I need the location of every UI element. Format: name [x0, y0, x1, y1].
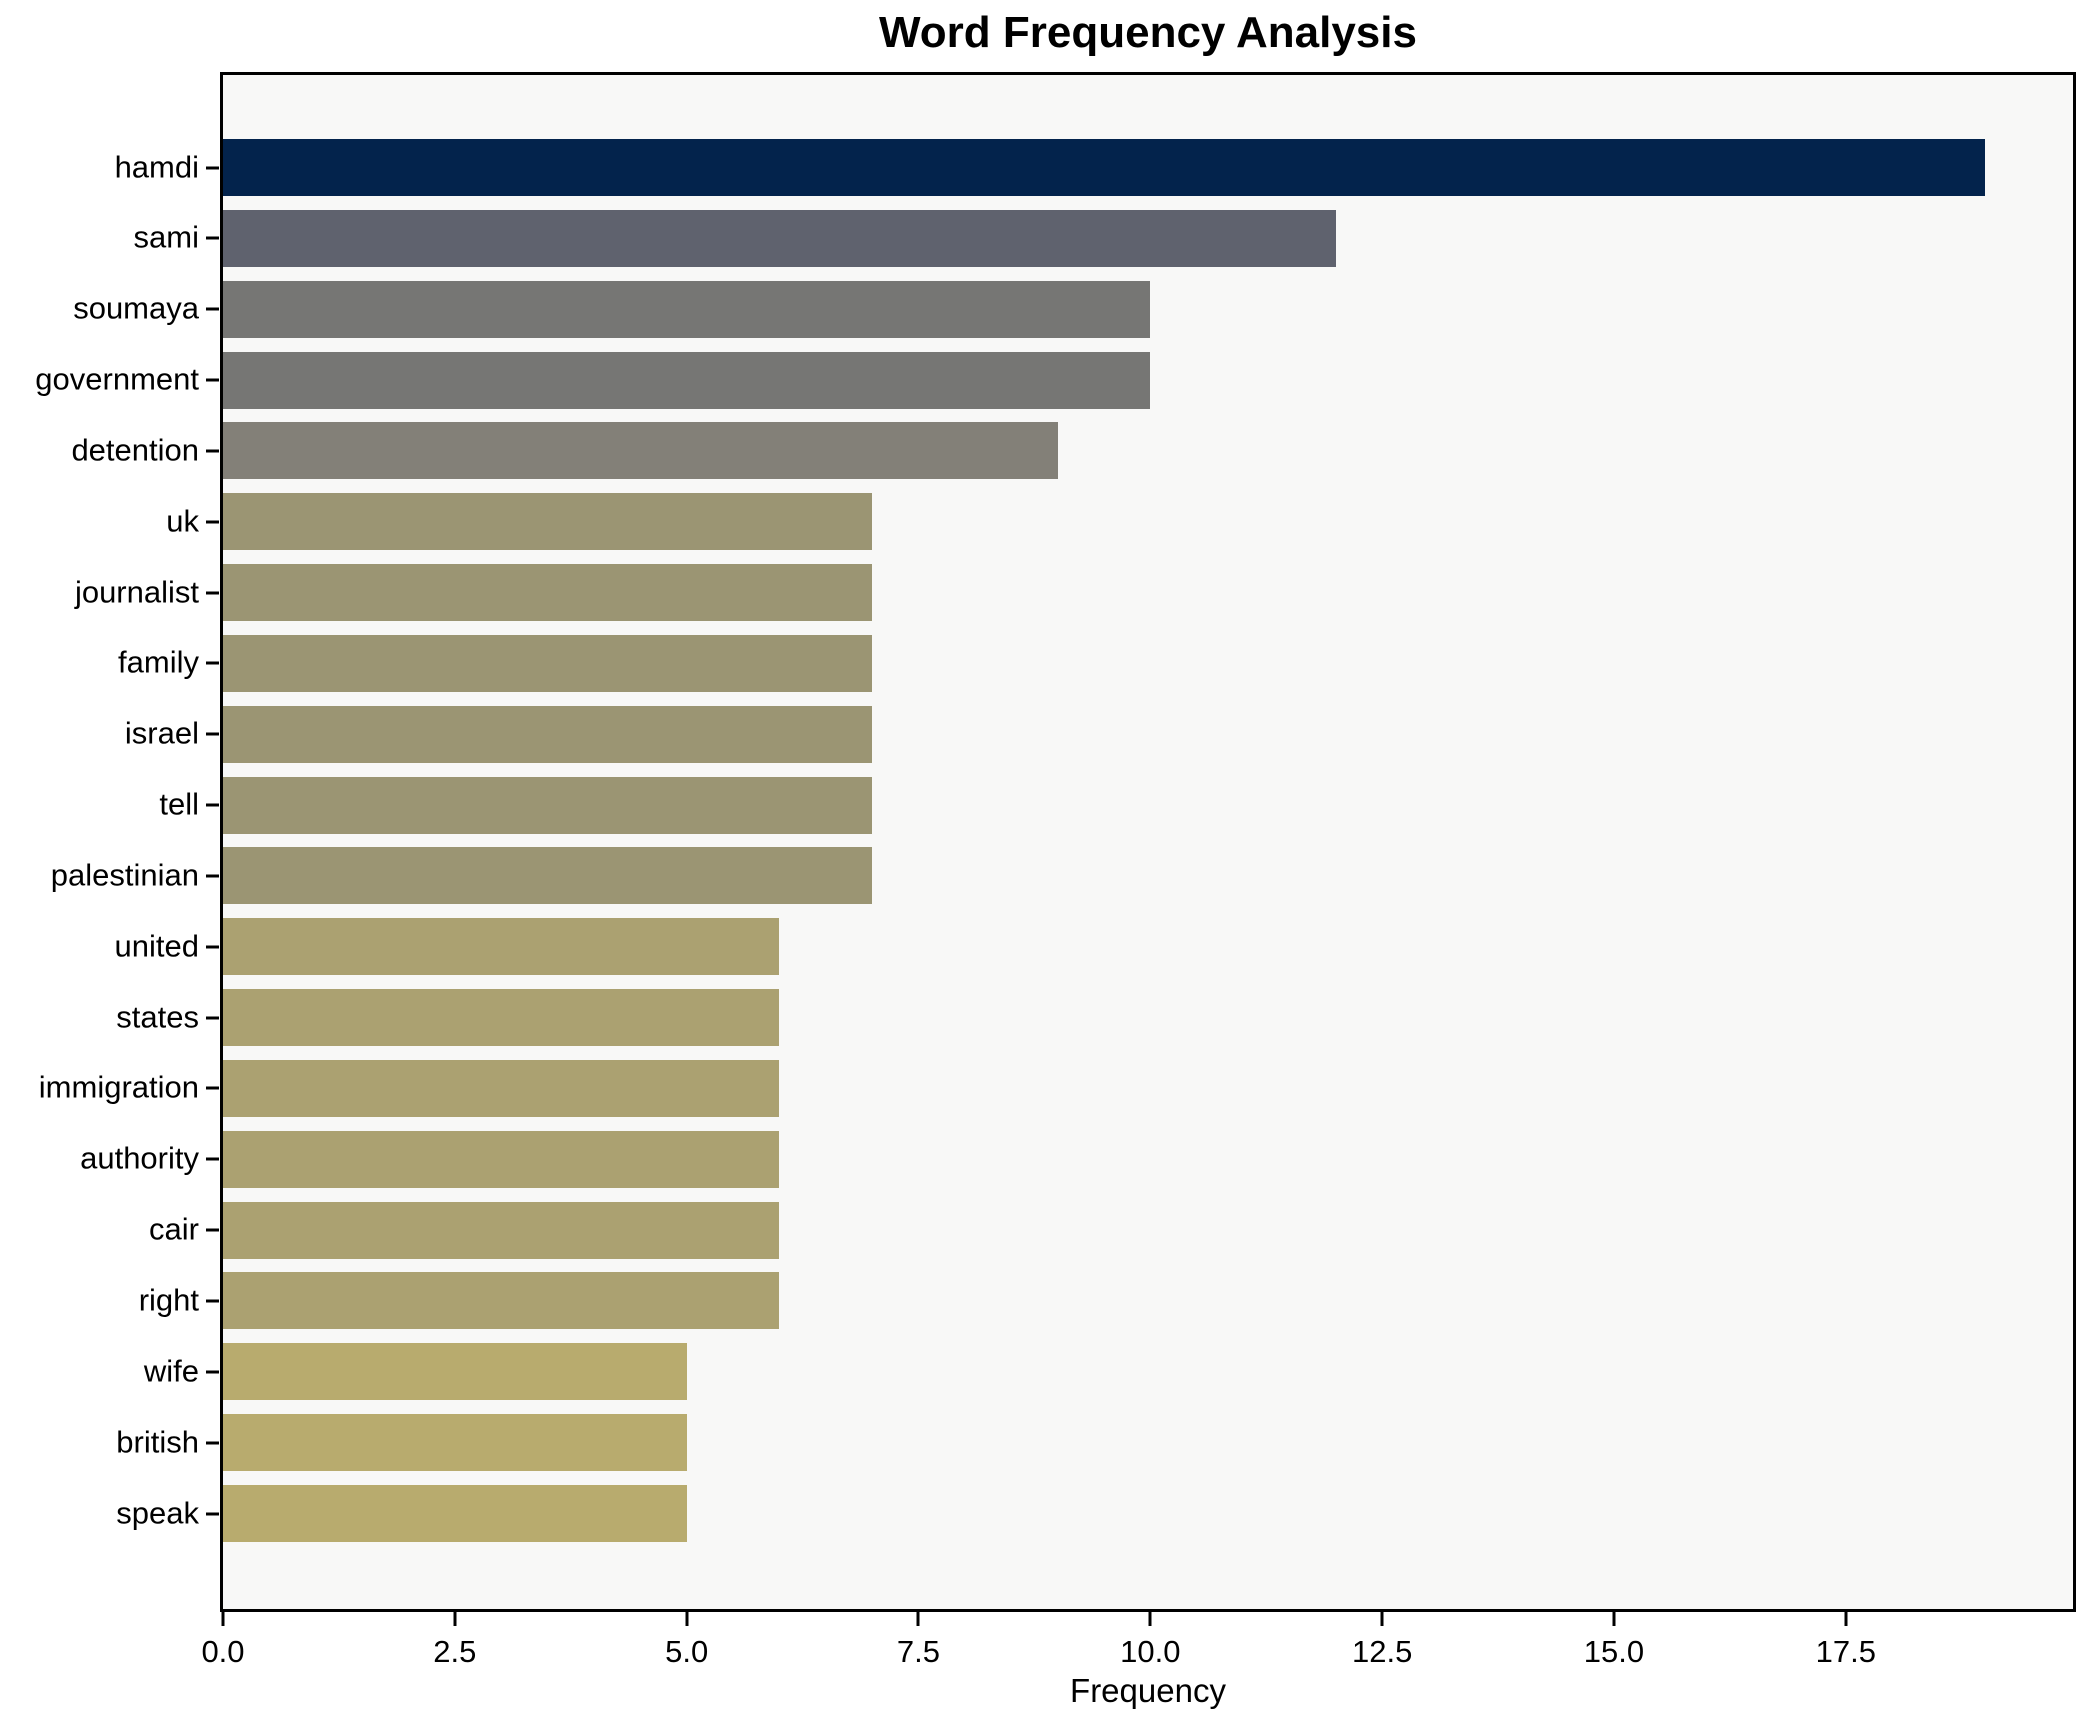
bar-united — [223, 918, 780, 976]
y-tick-mark — [206, 236, 219, 240]
x-tick-label-10.0: 10.0 — [1120, 1634, 1181, 1669]
y-tick-label-immigration: immigration — [38, 1069, 199, 1105]
y-tick-mark — [206, 591, 219, 595]
y-tick-label-authority: authority — [80, 1140, 199, 1176]
bar-hamdi — [223, 139, 1985, 196]
y-tick-mark — [206, 449, 219, 453]
chart-title: Word Frequency Analysis — [879, 8, 1417, 57]
y-tick-mark — [206, 732, 219, 736]
bar-wife — [223, 1343, 687, 1401]
y-tick-mark — [206, 1441, 219, 1445]
y-tick-label-israel: israel — [124, 715, 199, 751]
bar-israel — [223, 705, 873, 763]
y-tick-label-government: government — [35, 361, 199, 397]
y-tick-mark — [206, 874, 219, 878]
y-tick-label-states: states — [116, 998, 199, 1034]
bar-right — [223, 1272, 780, 1330]
bar-immigration — [223, 1059, 780, 1117]
x-tick-label-15.0: 15.0 — [1583, 1634, 1645, 1669]
y-tick-label-sami: sami — [133, 219, 199, 255]
bar-authority — [223, 1130, 780, 1188]
y-tick-label-uk: uk — [166, 502, 199, 538]
y-tick-label-family: family — [118, 644, 199, 680]
x-tick-mark — [685, 1612, 689, 1626]
bar-palestinian — [223, 847, 873, 905]
y-tick-label-palestinian: palestinian — [50, 857, 199, 893]
bar-british — [223, 1414, 687, 1472]
y-tick-label-right: right — [138, 1282, 199, 1318]
y-tick-mark — [206, 945, 219, 949]
bar-detention — [223, 422, 1058, 480]
y-tick-mark — [206, 166, 219, 169]
y-tick-mark — [206, 1299, 219, 1303]
bar-tell — [223, 776, 873, 834]
x-tick-label-2.5: 2.5 — [433, 1634, 477, 1669]
y-tick-mark — [206, 803, 219, 807]
x-tick-mark — [1612, 1612, 1616, 1626]
bar-speak — [223, 1485, 687, 1542]
y-tick-label-wife: wife — [143, 1353, 199, 1389]
bar-uk — [223, 493, 873, 551]
plot-area — [220, 72, 2076, 1612]
y-tick-mark — [206, 1086, 219, 1090]
y-tick-mark — [206, 378, 219, 382]
x-tick-label-17.5: 17.5 — [1815, 1634, 1876, 1669]
bar-cair — [223, 1201, 780, 1259]
y-tick-mark — [206, 307, 219, 311]
x-axis-title: Frequency — [1070, 1672, 1226, 1709]
x-tick-label-12.5: 12.5 — [1351, 1634, 1413, 1669]
x-tick-mark — [916, 1612, 920, 1626]
y-tick-label-tell: tell — [159, 786, 199, 822]
x-tick-mark — [1148, 1612, 1152, 1626]
y-tick-mark — [206, 1512, 219, 1515]
y-tick-label-speak: speak — [116, 1494, 199, 1530]
x-tick-mark — [453, 1612, 457, 1626]
bar-soumaya — [223, 280, 1151, 338]
x-tick-label-5.0: 5.0 — [665, 1634, 709, 1669]
x-tick-mark — [1380, 1612, 1384, 1626]
y-tick-label-hamdi: hamdi — [114, 148, 199, 184]
y-tick-label-soumaya: soumaya — [73, 290, 199, 326]
bar-family — [223, 634, 873, 692]
x-tick-label-7.5: 7.5 — [896, 1634, 941, 1669]
y-tick-label-journalist: journalist — [74, 573, 199, 609]
y-tick-mark — [206, 1370, 219, 1374]
x-tick-label-0.0: 0.0 — [201, 1634, 245, 1669]
y-tick-mark — [206, 520, 219, 524]
bar-states — [223, 989, 780, 1047]
bar-government — [223, 351, 1151, 409]
y-tick-label-detention: detention — [71, 432, 199, 468]
y-tick-mark — [206, 661, 219, 665]
y-tick-label-british: british — [116, 1423, 199, 1459]
bar-sami — [223, 209, 1336, 267]
x-tick-mark — [221, 1612, 225, 1626]
x-tick-mark — [1844, 1612, 1848, 1626]
y-tick-mark — [206, 1228, 219, 1232]
y-tick-mark — [206, 1157, 219, 1161]
y-tick-label-cair: cair — [149, 1211, 199, 1247]
y-tick-mark — [206, 1016, 219, 1020]
bar-journalist — [223, 564, 873, 622]
y-tick-label-united: united — [114, 928, 199, 964]
